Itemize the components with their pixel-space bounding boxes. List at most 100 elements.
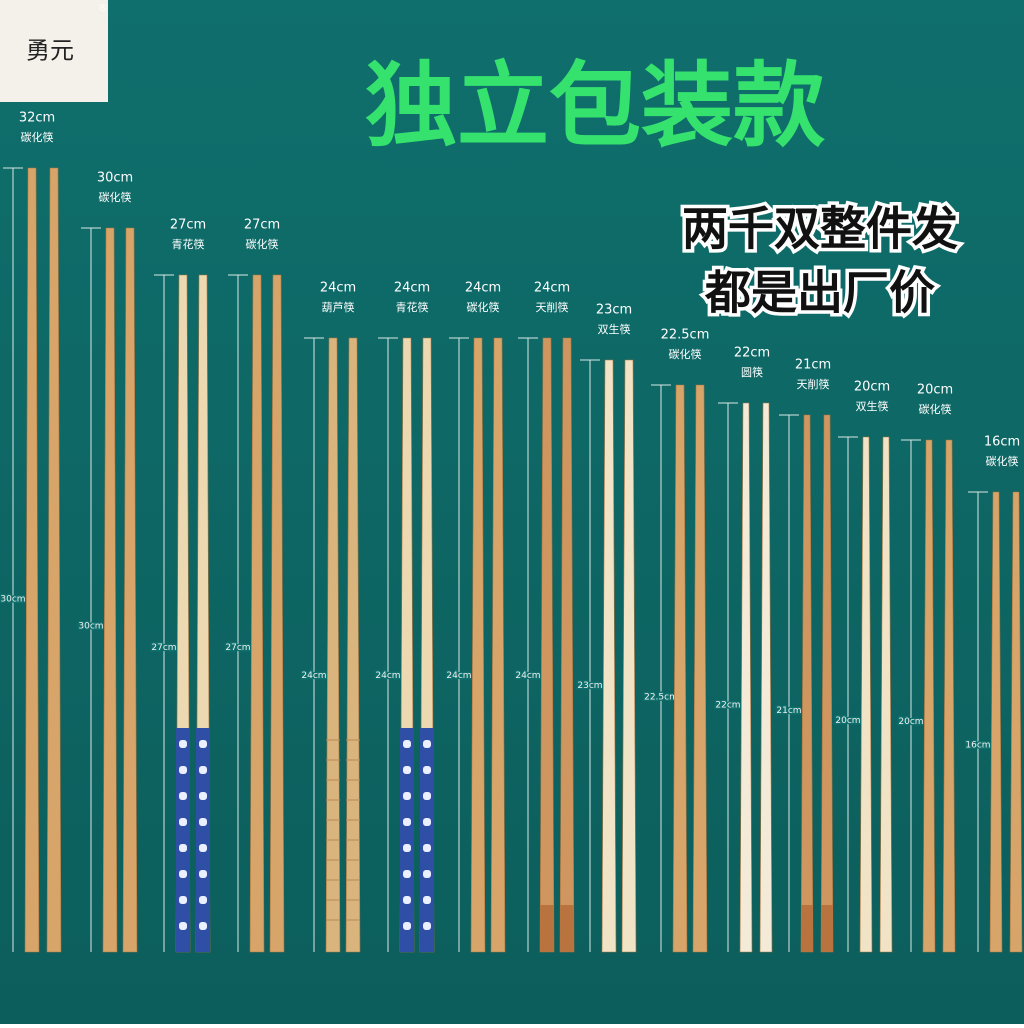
- pattern-dot: [199, 844, 207, 852]
- size-label: 24cm: [320, 281, 356, 296]
- pattern-dot: [199, 818, 207, 826]
- side-label: 24cm: [375, 671, 400, 681]
- kind-label: 碳化筷: [669, 347, 702, 361]
- chopstick: [1009, 491, 1023, 953]
- side-label: 20cm: [835, 716, 860, 726]
- side-label: 24cm: [446, 671, 471, 681]
- kind-label: 碳化筷: [919, 402, 952, 416]
- pattern-dot: [423, 740, 431, 748]
- chopstick: [739, 402, 753, 953]
- kind-label: 双生筷: [856, 399, 889, 413]
- chopstick: [922, 439, 936, 953]
- kind-label: 碳化筷: [21, 130, 54, 144]
- pattern-dot: [423, 844, 431, 852]
- kind-label: 碳化筷: [467, 300, 500, 314]
- kind-label: 天削筷: [536, 300, 569, 314]
- kind-label: 双生筷: [598, 322, 631, 336]
- blue-pattern: [420, 728, 434, 952]
- cut-end: [821, 905, 833, 952]
- size-label: 24cm: [465, 281, 501, 296]
- pattern-dot: [423, 922, 431, 930]
- cut-end: [540, 905, 554, 952]
- logo-box: [0, 0, 108, 102]
- chopstick: [24, 167, 40, 953]
- kind-label: 圆筷: [741, 365, 763, 379]
- chopstick: [345, 337, 361, 953]
- size-label: 24cm: [534, 281, 570, 296]
- side-label: 22.5cm: [644, 692, 678, 702]
- pattern-dot: [179, 766, 187, 774]
- pattern-dot: [179, 922, 187, 930]
- side-label: 27cm: [225, 643, 250, 653]
- chopstick: [621, 359, 637, 953]
- side-label: 24cm: [515, 671, 540, 681]
- side-label: 27cm: [151, 643, 176, 653]
- chopstick: [672, 384, 688, 953]
- logo-mark: ®: [98, 3, 108, 14]
- chopstick: [490, 337, 506, 953]
- size-label: 30cm: [97, 171, 133, 186]
- size-label: 32cm: [19, 111, 55, 126]
- size-label: 21cm: [795, 358, 831, 373]
- subtitle: 都是出厂价: [704, 266, 935, 320]
- title: 独立包装款: [365, 52, 825, 159]
- blue-pattern: [400, 728, 414, 952]
- chopstick: [879, 436, 893, 953]
- kind-label: 天削筷: [797, 377, 830, 391]
- blue-pattern: [176, 728, 190, 952]
- kind-label: 碳化筷: [99, 190, 132, 204]
- size-label: 20cm: [917, 383, 953, 398]
- size-label: 27cm: [170, 218, 206, 233]
- pattern-dot: [403, 818, 411, 826]
- pattern-dot: [403, 740, 411, 748]
- chopstick: [122, 227, 138, 953]
- side-label: 16cm: [965, 741, 990, 751]
- pattern-dot: [179, 818, 187, 826]
- pattern-dot: [179, 792, 187, 800]
- pattern-dot: [199, 740, 207, 748]
- cut-end: [560, 905, 574, 952]
- pattern-dot: [423, 870, 431, 878]
- side-label: 20cm: [898, 717, 923, 727]
- kind-label: 葫芦筷: [322, 300, 355, 314]
- cut-end: [801, 905, 813, 952]
- pattern-dot: [179, 870, 187, 878]
- logo-text: 勇元: [26, 37, 74, 65]
- chopstick: [601, 359, 617, 953]
- side-label: 23cm: [577, 681, 602, 691]
- size-label: 16cm: [984, 435, 1020, 450]
- pattern-dot: [199, 870, 207, 878]
- size-label: 27cm: [244, 218, 280, 233]
- size-label: 22cm: [734, 346, 770, 361]
- kind-label: 青花筷: [172, 237, 205, 251]
- chopstick: [942, 439, 956, 953]
- pattern-dot: [423, 818, 431, 826]
- chopstick: [859, 436, 873, 953]
- kind-label: 碳化筷: [986, 454, 1019, 468]
- size-label: 22.5cm: [661, 328, 710, 343]
- chopstick: [249, 274, 265, 953]
- chopstick: [46, 167, 62, 953]
- pattern-dot: [403, 896, 411, 904]
- pattern-dot: [199, 896, 207, 904]
- side-label: 30cm: [78, 622, 103, 632]
- pattern-dot: [199, 792, 207, 800]
- size-label: 24cm: [394, 281, 430, 296]
- pattern-dot: [403, 792, 411, 800]
- pattern-dot: [199, 766, 207, 774]
- size-label: 20cm: [854, 380, 890, 395]
- side-label: 21cm: [776, 706, 801, 716]
- subtitle: 两千双整件发: [682, 202, 958, 256]
- pattern-dot: [403, 870, 411, 878]
- pattern-dot: [423, 792, 431, 800]
- side-label: 30cm: [0, 595, 25, 605]
- pattern-dot: [179, 844, 187, 852]
- pattern-dot: [199, 922, 207, 930]
- side-label: 24cm: [301, 671, 326, 681]
- chopstick: [692, 384, 708, 953]
- pattern-dot: [403, 844, 411, 852]
- chopstick: [102, 227, 118, 953]
